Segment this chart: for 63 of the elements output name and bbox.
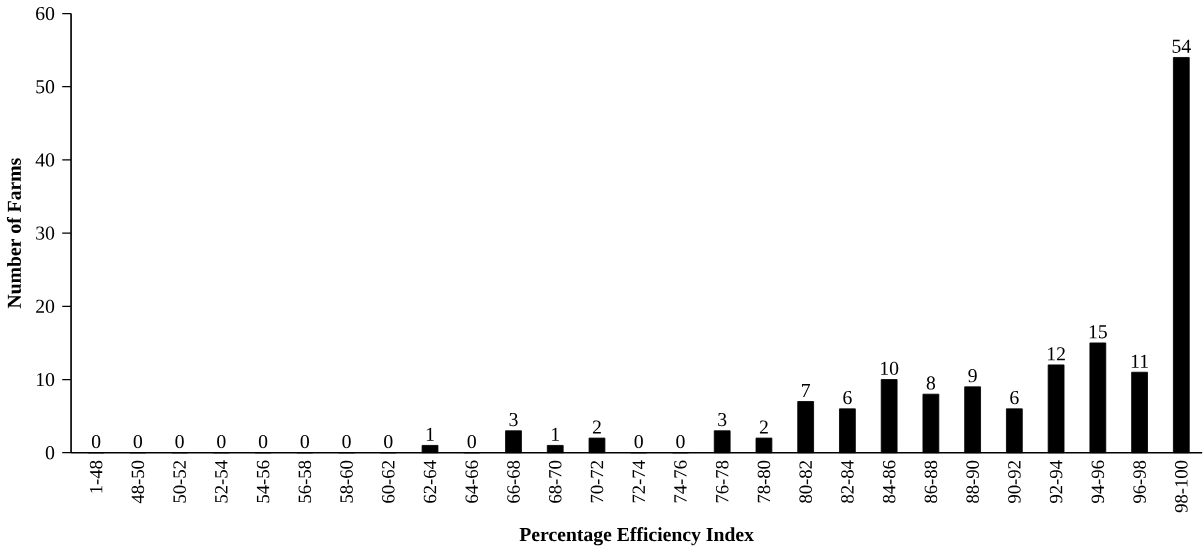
data-label: 0 [384, 434, 393, 449]
x-tick-label: 92-94 [1049, 460, 1063, 503]
data-label: 2 [759, 420, 768, 434]
x-tick-label: 74-76 [674, 460, 687, 503]
data-label: 6 [843, 390, 852, 405]
x-tick-label: 80-82 [799, 461, 812, 503]
data-label: 8 [926, 376, 936, 390]
data-label: 0 [175, 434, 184, 449]
data-label: 3 [718, 412, 727, 427]
data-label: 11 [1131, 354, 1148, 368]
data-label: 0 [258, 434, 268, 449]
x-tick-label: 76-78 [715, 460, 729, 503]
x-tick-label: 60-62 [381, 461, 395, 503]
y-tick-label: 60 [36, 6, 55, 21]
data-label: 0 [217, 434, 226, 449]
data-label: 0 [467, 434, 476, 449]
x-tick-label: 90-92 [1008, 461, 1021, 503]
x-tick-label: 68-70 [548, 460, 562, 503]
y-tick-label: 50 [36, 80, 55, 94]
x-tick-label: 54-56 [256, 460, 270, 503]
x-tick-label: 1-48 [89, 460, 103, 493]
data-label: 6 [1010, 390, 1019, 405]
x-tick-label: 52-54 [215, 460, 228, 503]
y-tick-label: 0 [45, 446, 55, 460]
y-tick-label: 30 [36, 226, 55, 240]
y-tick-label: 20 [36, 299, 55, 313]
data-label: 1 [426, 427, 434, 441]
data-label: 15 [1089, 325, 1107, 339]
data-label: 12 [1047, 347, 1065, 361]
data-label: 0 [91, 434, 101, 449]
x-tick-label: 98-100 [1175, 460, 1188, 513]
x-tick-label: 78-80 [757, 460, 771, 503]
data-label: 0 [133, 434, 143, 449]
x-tick-label: 84-86 [882, 460, 896, 503]
data-label: 54 [1172, 39, 1191, 53]
x-tick-label: 72-74 [632, 460, 645, 503]
data-label: 0 [342, 434, 351, 449]
data-label: 2 [592, 420, 601, 434]
x-tick-label: 94-96 [1091, 460, 1105, 503]
x-tick-label: 58-60 [340, 460, 353, 503]
x-tick-label: 86-88 [924, 460, 938, 503]
x-tick-label: 64-66 [465, 460, 479, 503]
data-label: 9 [968, 368, 977, 383]
x-tick-label: 56-58 [298, 460, 312, 503]
y-axis-title: Number of Farms [6, 158, 21, 309]
x-tick-label: 82-84 [841, 460, 854, 503]
data-label: 1 [552, 427, 559, 441]
data-label: 7 [802, 383, 811, 397]
x-tick-label: 50-52 [173, 461, 186, 503]
x-tick-label: 70-72 [590, 461, 604, 503]
x-tick-label: 66-68 [507, 460, 520, 503]
y-tick-label: 40 [35, 153, 55, 167]
data-label: 3 [509, 412, 518, 427]
x-axis-title: Percentage Efficiency Index [519, 526, 754, 546]
y-tick-label: 10 [36, 372, 55, 387]
data-label: 0 [634, 434, 643, 449]
x-tick-label: 88-90 [966, 460, 979, 503]
data-label: 10 [881, 361, 899, 375]
x-tick-label: 96-98 [1133, 460, 1146, 503]
x-tick-label: 48-50 [131, 460, 145, 504]
x-tick-label: 62-64 [423, 460, 437, 503]
data-label: 0 [676, 434, 685, 449]
data-label: 0 [300, 434, 309, 449]
